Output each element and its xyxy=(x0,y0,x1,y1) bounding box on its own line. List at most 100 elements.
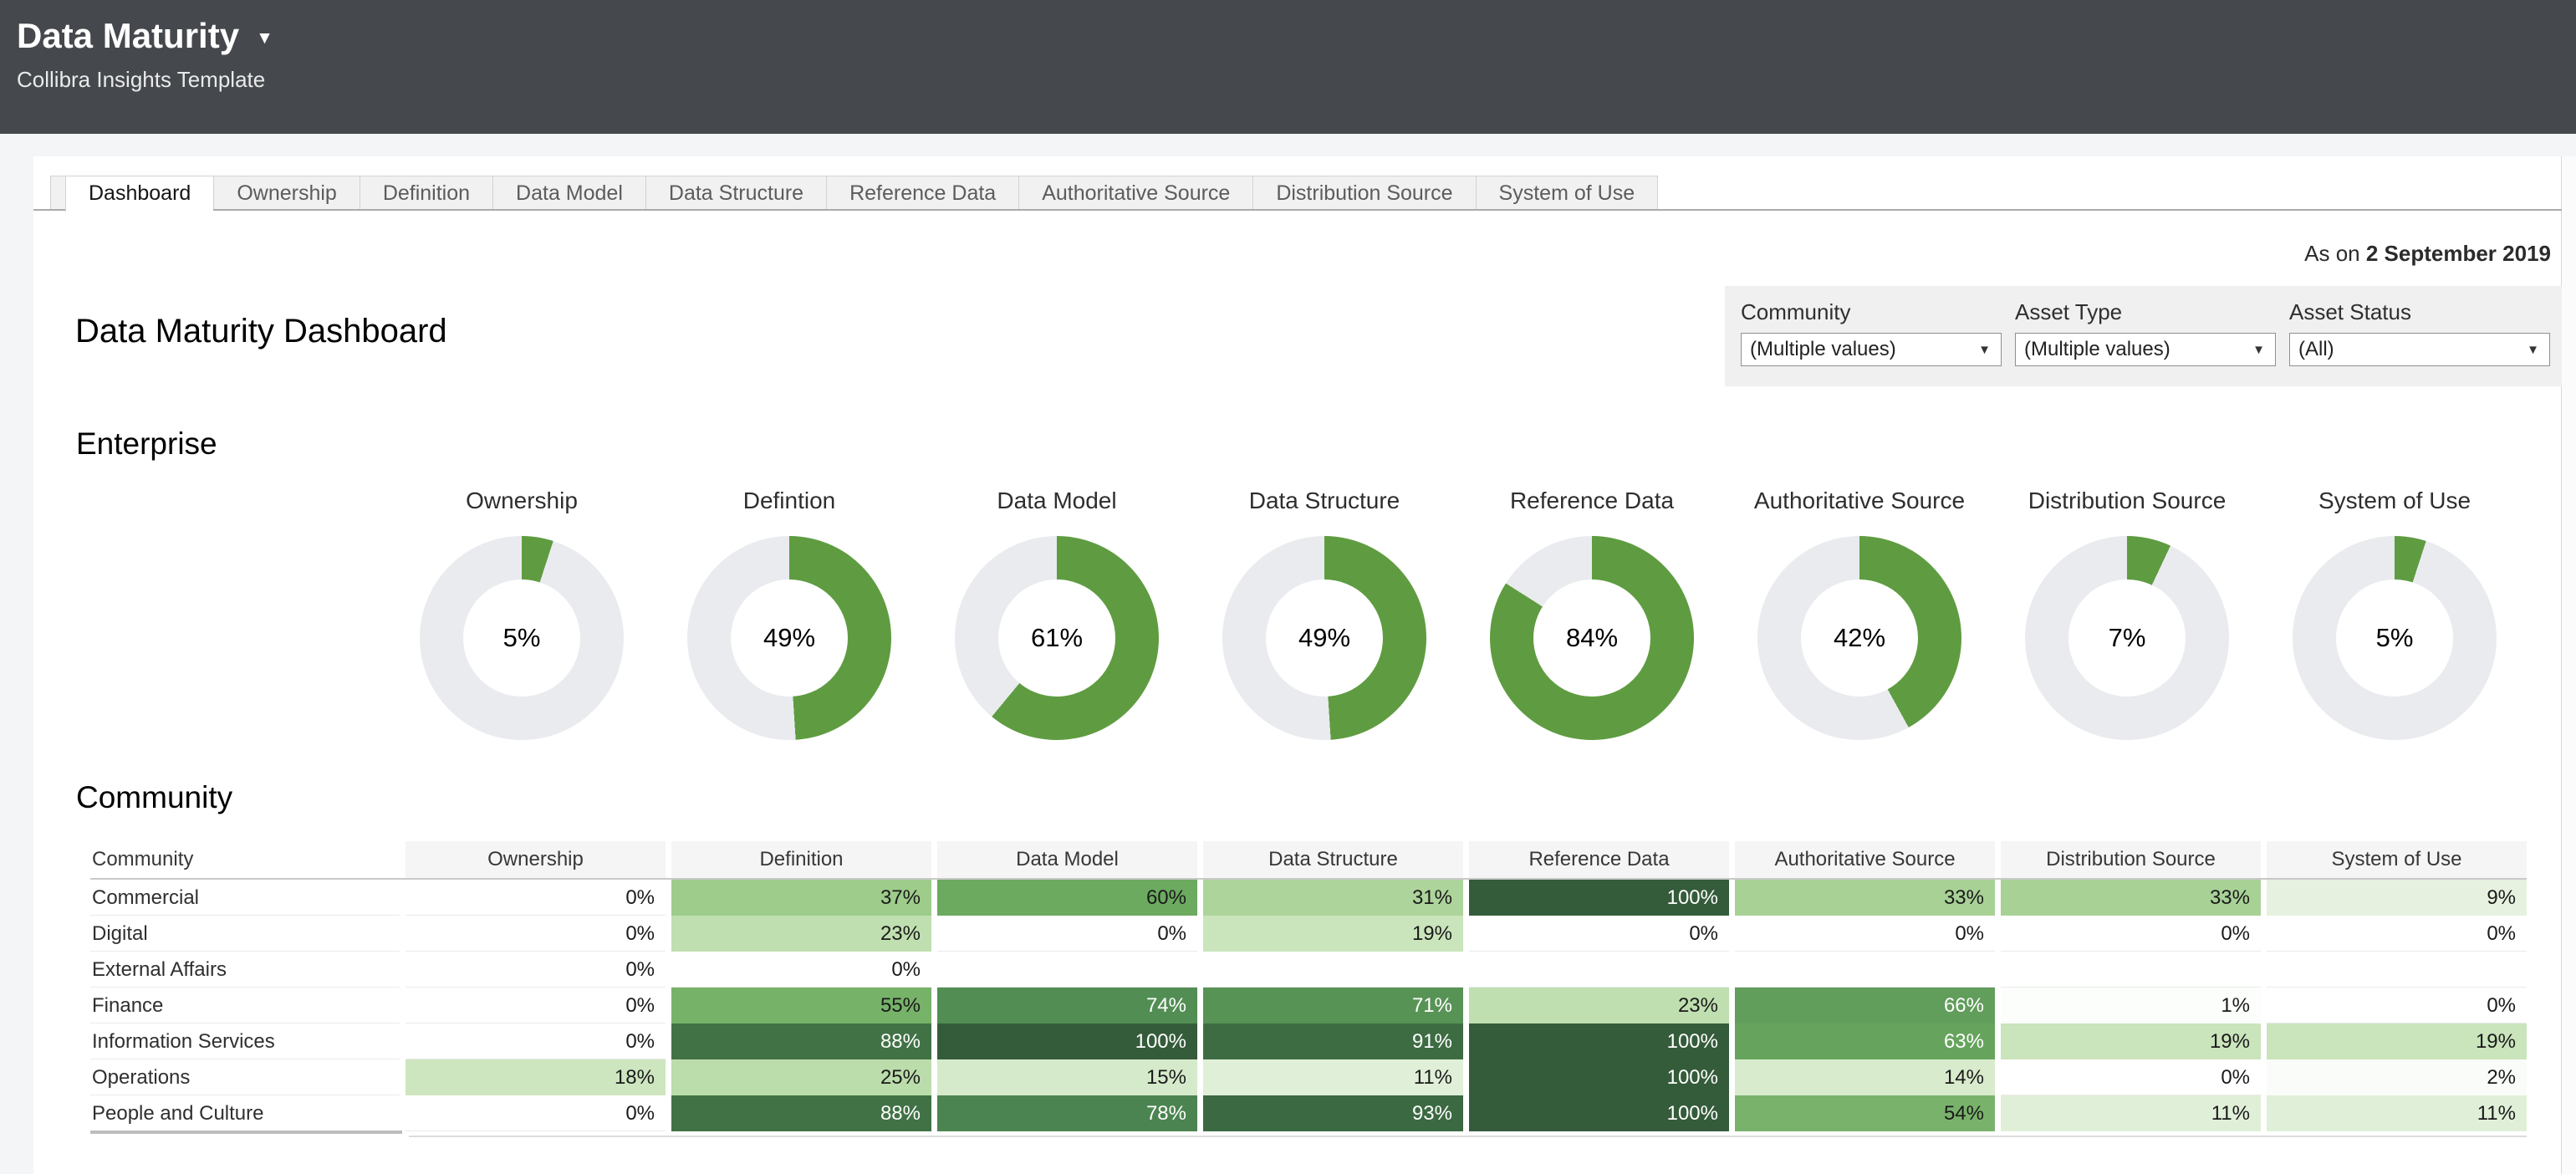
heatmap-cell[interactable]: 0% xyxy=(406,880,666,916)
heatmap-cell[interactable]: 11% xyxy=(2001,1095,2261,1131)
column-header-data-model[interactable]: Data Model xyxy=(937,841,1197,878)
donut-cell-system-of-use: 5% xyxy=(2261,536,2528,740)
tab-authoritative-source[interactable]: Authoritative Source xyxy=(1018,176,1253,209)
filter-community: Community (Multiple values) ▼ xyxy=(1741,299,2002,386)
column-header-authoritative-source[interactable]: Authoritative Source xyxy=(1735,841,1995,878)
heatmap-cell[interactable]: 0% xyxy=(2267,988,2527,1023)
row-label: Digital xyxy=(90,916,400,952)
heatmap-cell[interactable]: 37% xyxy=(671,880,931,916)
column-header-definition[interactable]: Definition xyxy=(671,841,931,878)
column-header-data-structure[interactable]: Data Structure xyxy=(1203,841,1463,878)
heatmap-cell[interactable]: 0% xyxy=(2001,1059,2261,1095)
heatmap-cell[interactable]: 31% xyxy=(1203,880,1463,916)
heatmap-cell[interactable]: 0% xyxy=(2001,916,2261,952)
column-header-reference-data[interactable]: Reference Data xyxy=(1469,841,1729,878)
heatmap-cell[interactable]: 88% xyxy=(671,1095,931,1131)
heatmap-cell[interactable]: 0% xyxy=(406,1095,666,1131)
heatmap-cell[interactable]: 14% xyxy=(1735,1059,1995,1095)
heatmap-cell[interactable]: 33% xyxy=(1735,880,1995,916)
heatmap-cell[interactable]: 100% xyxy=(1469,1023,1729,1059)
row-label: Finance xyxy=(90,988,400,1023)
heatmap-cell[interactable]: 78% xyxy=(937,1095,1197,1131)
donut-data-model[interactable]: 61% xyxy=(955,536,1159,740)
section-heading-community: Community xyxy=(76,780,233,814)
donut-distribution-source[interactable]: 7% xyxy=(2025,536,2229,740)
donut-reference-data[interactable]: 84% xyxy=(1490,536,1694,740)
heatmap-cell[interactable]: 18% xyxy=(406,1059,666,1095)
heatmap-cell[interactable]: 100% xyxy=(1469,1059,1729,1095)
heatmap-cell[interactable]: 60% xyxy=(937,880,1197,916)
heatmap-cell[interactable]: 0% xyxy=(1469,916,1729,952)
column-header-ownership[interactable]: Ownership xyxy=(406,841,666,878)
filter-panel: Community (Multiple values) ▼ Asset Type (Mu… xyxy=(1725,286,2562,386)
heatmap-cell[interactable]: 19% xyxy=(2267,1023,2527,1059)
donut-system-of-use[interactable]: 5% xyxy=(2293,536,2497,740)
heatmap-cell[interactable] xyxy=(1469,952,1729,988)
heatmap-cell[interactable]: 66% xyxy=(1735,988,1995,1023)
heatmap-cell[interactable]: 2% xyxy=(2267,1059,2527,1095)
tab-definition[interactable]: Definition xyxy=(359,176,493,209)
asset-type-dropdown[interactable]: (Multiple values) ▼ xyxy=(2015,333,2276,366)
heatmap-cell[interactable] xyxy=(1735,952,1995,988)
heatmap-cell[interactable] xyxy=(937,952,1197,988)
heatmap-cell[interactable]: 19% xyxy=(1203,916,1463,952)
donut-authoritative-source[interactable]: 42% xyxy=(1757,536,1961,740)
heatmap-cell[interactable]: 0% xyxy=(406,952,666,988)
heatmap-cell[interactable]: 100% xyxy=(1469,1095,1729,1131)
heatmap-cell[interactable]: 54% xyxy=(1735,1095,1995,1131)
heatmap-cell[interactable]: 63% xyxy=(1735,1023,1995,1059)
donut-data-structure[interactable]: 49% xyxy=(1222,536,1426,740)
heatmap-cell[interactable] xyxy=(2001,952,2261,988)
heatmap-cell[interactable]: 0% xyxy=(406,988,666,1023)
sheet-tabs: Dashboard Ownership Definition Data Model Da… xyxy=(50,176,1659,212)
asset-status-dropdown[interactable]: (All) ▼ xyxy=(2289,333,2550,366)
heatmap-cell[interactable]: 91% xyxy=(1203,1023,1463,1059)
heatmap-cell[interactable]: 71% xyxy=(1203,988,1463,1023)
heatmap-cell[interactable]: 100% xyxy=(1469,880,1729,916)
as-on-date: As on 2 September 2019 xyxy=(2304,241,2551,267)
heatmap-cell[interactable]: 0% xyxy=(406,1023,666,1059)
heatmap-cell[interactable] xyxy=(1203,952,1463,988)
heatmap-cell[interactable]: 23% xyxy=(1469,988,1729,1023)
heatmap-cell[interactable]: 0% xyxy=(1735,916,1995,952)
heatmap-cell[interactable]: 0% xyxy=(406,916,666,952)
heatmap-cell[interactable]: 0% xyxy=(937,916,1197,952)
column-header-distribution-source[interactable]: Distribution Source xyxy=(2001,841,2261,878)
donut-defintion[interactable]: 49% xyxy=(687,536,891,740)
tab-ownership[interactable]: Ownership xyxy=(213,176,360,209)
donut-ownership[interactable]: 5% xyxy=(420,536,624,740)
heatmap-cell[interactable]: 15% xyxy=(937,1059,1197,1095)
table-row-people-and-culture: People and Culture 0% 88% 78% 93% 100% 54% 11% 1… xyxy=(90,1095,2527,1131)
community-dropdown[interactable]: (Multiple values) ▼ xyxy=(1741,333,2002,366)
heatmap-cell[interactable]: 19% xyxy=(2001,1023,2261,1059)
column-header-system-of-use[interactable]: System of Use xyxy=(2267,841,2527,878)
tab-reference-data[interactable]: Reference Data xyxy=(826,176,1019,209)
heatmap-cell[interactable]: 88% xyxy=(671,1023,931,1059)
heatmap-cell[interactable]: 100% xyxy=(937,1023,1197,1059)
heatmap-cell[interactable]: 33% xyxy=(2001,880,2261,916)
heatmap-cell[interactable]: 55% xyxy=(671,988,931,1023)
vertical-scrollbar[interactable] xyxy=(2561,156,2576,1174)
heatmap-cell[interactable]: 25% xyxy=(671,1059,931,1095)
heatmap-cell[interactable]: 11% xyxy=(2267,1095,2527,1131)
donut-label-distribution-source: Distribution Source xyxy=(2028,487,2227,513)
caret-down-icon[interactable]: ▼ xyxy=(256,28,273,48)
heatmap-cell[interactable] xyxy=(2267,952,2527,988)
heatmap-cell[interactable]: 93% xyxy=(1203,1095,1463,1131)
table-header: Community Ownership Definition Data Model Da… xyxy=(90,841,2527,880)
heatmap-cell[interactable]: 23% xyxy=(671,916,931,952)
app-header: Data Maturity ▼ Collibra Insights Templa… xyxy=(0,0,2576,134)
dropdown-value: (Multiple values) xyxy=(1750,338,1896,360)
heatmap-cell[interactable]: 0% xyxy=(671,952,931,988)
heatmap-cell[interactable]: 74% xyxy=(937,988,1197,1023)
tab-data-structure[interactable]: Data Structure xyxy=(645,176,827,209)
tab-dashboard[interactable]: Dashboard xyxy=(65,176,214,212)
dropdown-caret-icon: ▼ xyxy=(1978,342,1991,357)
heatmap-cell[interactable]: 11% xyxy=(1203,1059,1463,1095)
tab-distribution-source[interactable]: Distribution Source xyxy=(1252,176,1476,209)
tab-data-model[interactable]: Data Model xyxy=(492,176,645,209)
heatmap-cell[interactable]: 1% xyxy=(2001,988,2261,1023)
heatmap-cell[interactable]: 9% xyxy=(2267,880,2527,916)
tab-system-of-use[interactable]: System of Use xyxy=(1475,176,1659,209)
heatmap-cell[interactable]: 0% xyxy=(2267,916,2527,952)
